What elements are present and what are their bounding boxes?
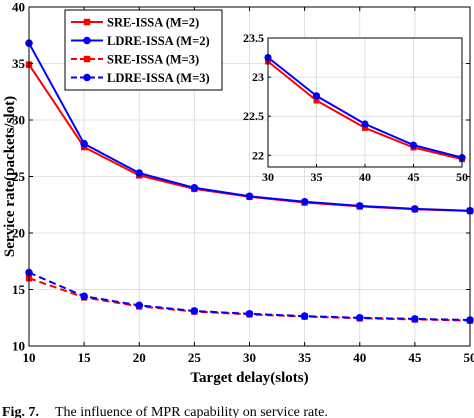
y-tick-label: 10	[12, 339, 25, 354]
data-point-ldre-issa-m-3	[135, 301, 144, 310]
data-point-ldre-issa-m-3	[80, 292, 88, 301]
x-tick-label: 10	[23, 350, 36, 365]
data-point-ldre-issa-m-3	[300, 312, 309, 320]
y-tick-label: 40	[12, 0, 25, 15]
legend: SRE-ISSA (M=2) LDRE-ISSA (M=2) SRE-ISSA (M…	[64, 9, 223, 91]
legend-entry-ldre-issa-m-3: LDRE-ISSA (M=3)	[107, 71, 210, 85]
data-point-ldre-issa-m-3	[411, 315, 419, 323]
inset-x-tick-label: 35	[311, 170, 323, 184]
y-tick-label: 20	[12, 226, 25, 241]
y-tick-label: 30	[12, 113, 25, 128]
inset-data-point-ldre-issa-m-2	[312, 92, 321, 100]
legend-marker-sre-issa-m-3	[83, 55, 91, 63]
x-axis-label: Target delay(slots)	[190, 370, 308, 386]
x-tick-label: 35	[298, 350, 312, 365]
caption-text: Fig. 7. The influence of MPR capability o…	[2, 405, 328, 418]
legend-entry-sre-issa-m-3: SRE-ISSA (M=3)	[107, 53, 199, 67]
data-point-ldre-issa-m-2	[411, 205, 419, 213]
data-point-ldre-issa-m-3	[245, 309, 254, 318]
legend-marker-ldre-issa-m-2	[83, 36, 91, 45]
inset-data-point-sre-issa-m-2	[362, 124, 368, 131]
inset-x-tick-label: 50	[456, 170, 468, 184]
inset-y-tick-label: 23	[252, 70, 264, 84]
data-point-ldre-issa-m-2	[190, 184, 199, 192]
inset-data-point-ldre-issa-m-2	[409, 141, 418, 149]
x-tick-label: 45	[408, 350, 422, 365]
data-point-ldre-issa-m-2	[355, 202, 364, 210]
caption-body: The influence of MPR capability on servi…	[55, 405, 328, 418]
inset-y-tick-label: 22.5	[243, 109, 264, 123]
caption-label: Fig. 7.	[2, 405, 39, 418]
x-tick-label: 15	[78, 350, 92, 365]
legend-entry-sre-issa-m-2: SRE-ISSA (M=2)	[107, 16, 199, 30]
y-axis-label: Service rate(packets/slot)	[2, 96, 18, 257]
x-tick-label: 40	[353, 350, 366, 365]
x-tick-label: 25	[188, 350, 202, 365]
data-point-ldre-issa-m-2	[80, 139, 88, 148]
x-tick-label: 20	[133, 350, 146, 365]
legend-marker-sre-issa-m-2	[83, 18, 91, 26]
legend-entry-ldre-issa-m-2: LDRE-ISSA (M=2)	[107, 34, 210, 48]
inset-data-point-ldre-issa-m-2	[361, 120, 369, 128]
x-tick-label: 50	[464, 350, 474, 365]
x-tick-label: 30	[243, 350, 256, 365]
y-tick-label: 15	[12, 282, 26, 297]
inset-plot: 30 35 40 45 50 22 22.5 23 23.5	[243, 31, 468, 184]
inset-x-tick-label: 40	[359, 170, 371, 184]
legend-marker-ldre-issa-m-3	[83, 73, 91, 82]
y-tick-label: 25	[12, 169, 26, 184]
inset-y-tick-label: 22	[252, 148, 264, 162]
inset-x-tick-label: 30	[262, 170, 274, 184]
data-point-ldre-issa-m-3	[355, 313, 364, 322]
inset-x-tick-label: 45	[408, 170, 420, 184]
caption: Fig. 7. The influence of MPR capability o…	[2, 405, 328, 418]
data-point-ldre-issa-m-2	[135, 169, 144, 177]
inset-data-point-sre-issa-m-2	[313, 97, 320, 104]
inset-y-tick-label: 23.5	[243, 31, 264, 45]
data-point-ldre-issa-m-2	[300, 198, 309, 206]
data-point-ldre-issa-m-2	[245, 192, 254, 201]
y-tick-label: 35	[12, 56, 26, 71]
data-point-ldre-issa-m-3	[190, 307, 199, 315]
